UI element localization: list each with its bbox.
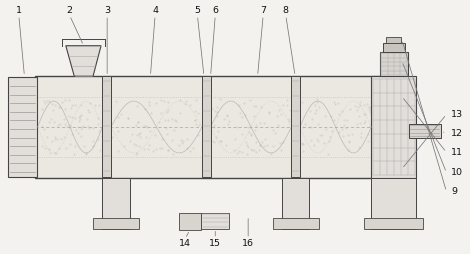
Bar — [202, 76, 211, 177]
Bar — [35, 76, 385, 178]
Text: 6: 6 — [212, 6, 218, 15]
Text: 2: 2 — [67, 6, 72, 15]
Bar — [371, 178, 416, 229]
Polygon shape — [66, 46, 101, 76]
Text: 3: 3 — [104, 6, 110, 15]
Bar — [93, 218, 139, 229]
Text: 15: 15 — [209, 239, 221, 248]
Text: 14: 14 — [179, 239, 191, 248]
Text: 12: 12 — [451, 129, 463, 138]
Text: 9: 9 — [451, 187, 457, 196]
Bar — [282, 178, 309, 229]
Text: 7: 7 — [260, 6, 266, 15]
Bar — [102, 76, 111, 177]
Text: 8: 8 — [283, 6, 289, 15]
Bar — [383, 43, 405, 52]
Text: 13: 13 — [451, 110, 463, 119]
Bar — [371, 76, 416, 178]
Text: 4: 4 — [152, 6, 158, 15]
Text: 11: 11 — [451, 148, 463, 157]
Bar — [364, 218, 423, 229]
Bar — [409, 124, 441, 138]
Bar — [273, 218, 319, 229]
Bar — [386, 37, 401, 43]
Bar — [380, 52, 408, 76]
Bar — [291, 76, 300, 177]
Bar — [8, 77, 37, 177]
Bar — [102, 178, 130, 229]
Text: 10: 10 — [451, 168, 463, 177]
Text: 5: 5 — [195, 6, 200, 15]
Bar — [179, 213, 201, 230]
Bar — [201, 213, 229, 229]
Text: 16: 16 — [242, 239, 254, 248]
Text: 1: 1 — [16, 6, 22, 15]
